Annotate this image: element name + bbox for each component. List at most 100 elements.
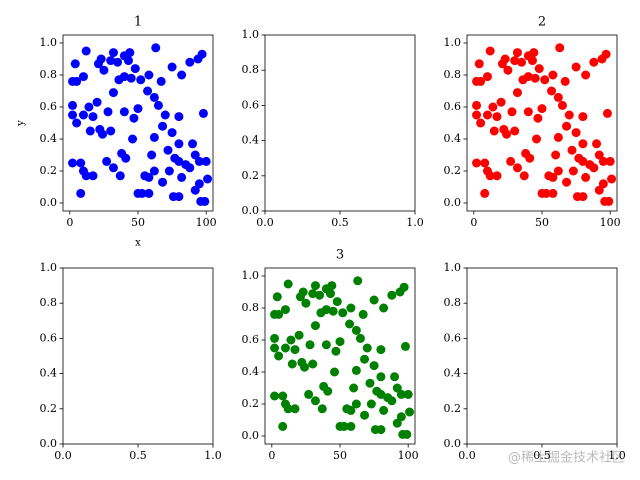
scatter-point	[358, 309, 368, 319]
scatter-point	[518, 75, 528, 85]
scatter-point	[274, 351, 284, 361]
x-tick-label: 50	[535, 216, 549, 229]
scatter-point	[335, 337, 345, 347]
scatter-point	[88, 171, 98, 181]
axes-frame	[264, 267, 416, 445]
y-tick-label: 1.0	[242, 28, 260, 41]
subplot-title: 1	[134, 15, 142, 30]
scatter-point	[485, 171, 495, 181]
scatter-point	[308, 289, 318, 299]
scatter-point	[151, 43, 161, 53]
axes-frame	[264, 34, 416, 212]
scatter-point	[507, 107, 517, 117]
scatter-point	[578, 156, 588, 166]
x-tick-label: 0.5	[331, 216, 349, 229]
scatter-point	[578, 139, 588, 149]
scatter-point	[476, 118, 486, 128]
scatter-point	[564, 110, 574, 120]
scatter-point	[399, 282, 409, 292]
scatter-point	[283, 279, 293, 289]
scatter-point	[147, 150, 157, 160]
scatter-point	[345, 319, 355, 329]
scatter-point	[604, 196, 614, 206]
scatter-point	[502, 129, 512, 139]
scatter-point	[301, 298, 311, 308]
y-tick-label: 0.0	[444, 437, 462, 450]
scatter-point	[68, 110, 78, 120]
scatter-point	[290, 345, 300, 355]
scatter-point	[108, 48, 118, 58]
scatter-point	[529, 48, 539, 58]
axes-frame	[62, 34, 214, 212]
y-tick-label: 0.8	[40, 296, 58, 309]
scatter-point	[300, 362, 310, 372]
scatter-point	[537, 104, 547, 114]
scatter-point	[168, 192, 178, 202]
scatter-point	[351, 325, 361, 335]
scatter-point	[99, 65, 109, 75]
scatter-point	[594, 150, 604, 160]
scatter-point	[568, 166, 578, 176]
scatter-point	[270, 333, 280, 343]
scatter-point	[164, 166, 174, 176]
scatter-point	[512, 88, 522, 98]
scatter-point	[557, 100, 567, 110]
y-tick-label: 0.6	[40, 100, 58, 113]
scatter-point	[98, 129, 108, 139]
scatter-point	[194, 156, 204, 166]
scatter-point	[128, 134, 138, 144]
scatter-point	[353, 276, 363, 286]
scatter-point	[177, 172, 187, 182]
scatter-point	[376, 345, 386, 355]
scatter-point	[125, 48, 135, 58]
scatter-point	[541, 188, 551, 198]
scatter-point	[530, 73, 540, 83]
axes-frame	[466, 267, 618, 445]
scatter-point	[339, 421, 349, 431]
x-tick-label: 0	[470, 216, 477, 229]
scatter-point	[523, 107, 533, 117]
scatter-point	[540, 75, 550, 85]
scatter-point	[177, 70, 187, 80]
axes-frame	[62, 267, 214, 445]
scatter-point	[197, 49, 207, 59]
scatter-point	[548, 70, 558, 80]
scatter-point	[392, 383, 402, 393]
scatter-point	[106, 126, 116, 136]
scatter-point	[126, 73, 136, 83]
scatter-point	[379, 303, 389, 313]
x-tick-label: 0.5	[533, 449, 551, 462]
scatter-point	[548, 188, 558, 198]
scatter-point	[512, 48, 522, 58]
scatter-point	[280, 343, 290, 353]
scatter-point	[560, 76, 570, 86]
scatter-point	[553, 166, 563, 176]
scatter-point	[476, 76, 486, 86]
scatter-point	[369, 295, 379, 305]
y-tick-label: 0.4	[242, 134, 260, 147]
scatter-point	[130, 64, 140, 74]
scatter-point	[149, 92, 159, 102]
scatter-point	[321, 340, 331, 350]
y-tick-label: 0.2	[444, 402, 462, 415]
scatter-point	[360, 410, 370, 420]
x-tick-label: 0.0	[458, 449, 476, 462]
x-axis-label: x	[135, 238, 141, 249]
scatter-point	[163, 145, 173, 155]
scatter-point	[149, 132, 159, 142]
scatter-point	[174, 112, 184, 122]
scatter-point	[605, 156, 615, 166]
scatter-point	[396, 412, 406, 422]
scatter-point	[482, 72, 492, 82]
scatter-point	[68, 158, 78, 168]
scatter-point	[589, 57, 599, 67]
scatter-point	[167, 62, 177, 72]
y-tick-label: 1.0	[40, 36, 58, 49]
scatter-point	[392, 418, 402, 428]
scatter-point	[400, 341, 410, 351]
x-tick-label: 0	[66, 216, 73, 229]
scatter-point	[76, 188, 86, 198]
y-tick-label: 0.6	[242, 333, 260, 346]
scatter-point	[194, 179, 204, 189]
